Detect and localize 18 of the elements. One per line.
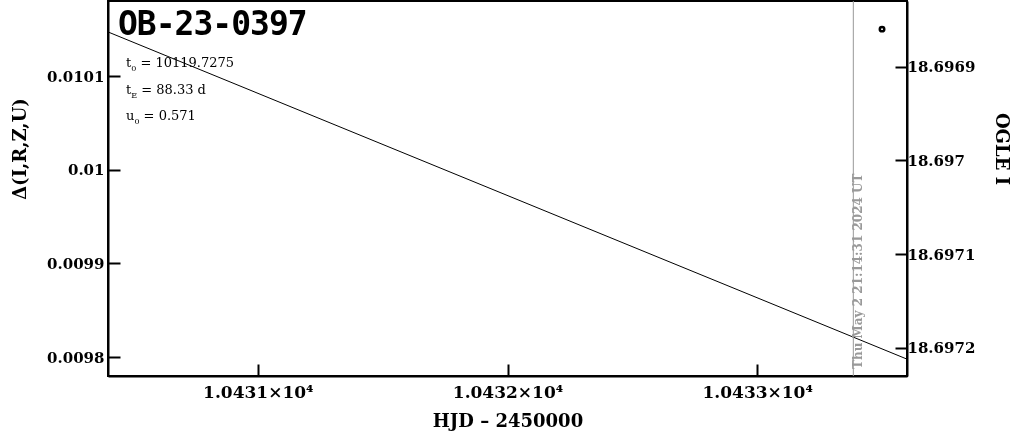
y-tick-label: 0.0098 xyxy=(47,348,105,367)
y-tick-label: 0.01 xyxy=(67,161,105,180)
y2-tick-label: 18.6969 xyxy=(907,58,976,77)
y-tick-label: 0.0099 xyxy=(47,255,105,273)
x-tick-label: 1.0431×10⁴ xyxy=(203,381,314,402)
x-tick-label: 1.0433×10⁴ xyxy=(702,381,813,402)
annotation: Thu May 2 21:14:31 2024 UT xyxy=(851,173,866,369)
y2-tick-label: 18.697 xyxy=(907,151,965,170)
annotation: u$_{0}$ = 0.571 xyxy=(126,107,197,128)
chart-title: OB-23-0397 xyxy=(118,4,307,43)
y-tick-label: 0.0101 xyxy=(47,67,105,86)
x-axis-title: HJD – 2450000 xyxy=(432,409,584,431)
x-tick-label: 1.0432×10⁴ xyxy=(452,381,564,402)
y2-tick-label: 18.6972 xyxy=(907,339,976,358)
y-axis-title: Δ(I,R,Z,U) xyxy=(8,98,30,200)
annotation: t$_{E}$ = 88.33 d xyxy=(126,80,207,102)
y2-tick-label: 18.6971 xyxy=(907,245,976,264)
y2-axis-title: OGLE I xyxy=(991,112,1011,186)
